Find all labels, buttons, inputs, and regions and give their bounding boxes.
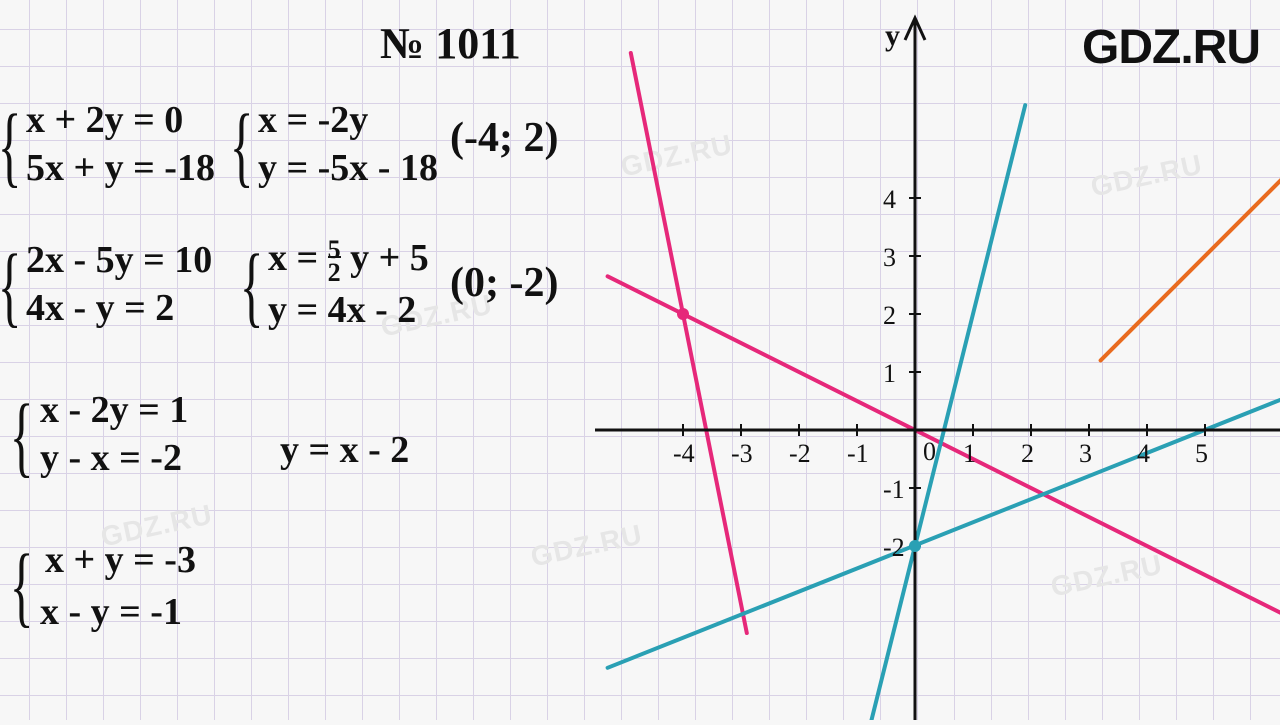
- y-tick-label: 3: [883, 243, 896, 272]
- y-tick-label: -1: [883, 475, 905, 504]
- problem-title: № 1011: [380, 20, 521, 68]
- y-tick-label: 4: [883, 185, 896, 214]
- graph-canvas: y -4 -3 -2 -1 1 2 3 4 5 -2 -1 1 2 3 4 0: [595, 0, 1280, 720]
- intersection-point: [909, 540, 921, 552]
- y-axis-label: y: [885, 19, 900, 52]
- brace-icon: {: [240, 235, 264, 338]
- p2-answer: (0; -2): [450, 260, 558, 306]
- y-tick-label: -2: [883, 533, 905, 562]
- x-tick-label: -4: [673, 439, 695, 468]
- p3-eq1: x - 2y = 1: [40, 390, 188, 432]
- p1-eq1: x + 2y = 0: [26, 100, 183, 142]
- p4-eq1: x + y = -3: [45, 540, 196, 582]
- p1-eq2: 5x + y = -18: [26, 148, 215, 190]
- p2-solved1: x = 52 y + 5: [268, 238, 429, 285]
- graph-line: [822, 105, 1025, 720]
- brace-icon: {: [230, 95, 254, 198]
- p1-answer: (-4; 2): [450, 115, 558, 161]
- brace-icon: {: [0, 95, 21, 198]
- intersection-point: [677, 308, 689, 320]
- x-tick-label: -3: [731, 439, 753, 468]
- p4-eq2: x - y = -1: [40, 592, 182, 634]
- p3-note: y = x - 2: [280, 430, 409, 472]
- origin-label: 0: [923, 437, 936, 466]
- brace-icon: {: [10, 385, 34, 488]
- x-tick-label: -1: [847, 439, 869, 468]
- p2-solved2: y = 4x - 2: [268, 290, 416, 332]
- x-tick-label: 4: [1137, 439, 1150, 468]
- x-tick-label: -2: [789, 439, 811, 468]
- graph-line: [1101, 169, 1280, 360]
- p3-eq2: y - x = -2: [40, 438, 182, 480]
- x-tick-label: 1: [963, 439, 976, 468]
- x-tick-label: 2: [1021, 439, 1034, 468]
- p2-eq1: 2x - 5y = 10: [26, 240, 212, 282]
- y-tick-label: 2: [883, 301, 896, 330]
- brace-icon: {: [0, 235, 21, 338]
- y-tick-label: 1: [883, 359, 896, 388]
- p1-solved1: x = -2y: [258, 100, 368, 142]
- x-tick-label: 5: [1195, 439, 1208, 468]
- graph-line: [631, 53, 747, 633]
- p1-solved2: y = -5x - 18: [258, 148, 438, 190]
- x-tick-label: 3: [1079, 439, 1092, 468]
- brace-icon: {: [10, 535, 34, 638]
- p2-eq2: 4x - y = 2: [26, 288, 174, 330]
